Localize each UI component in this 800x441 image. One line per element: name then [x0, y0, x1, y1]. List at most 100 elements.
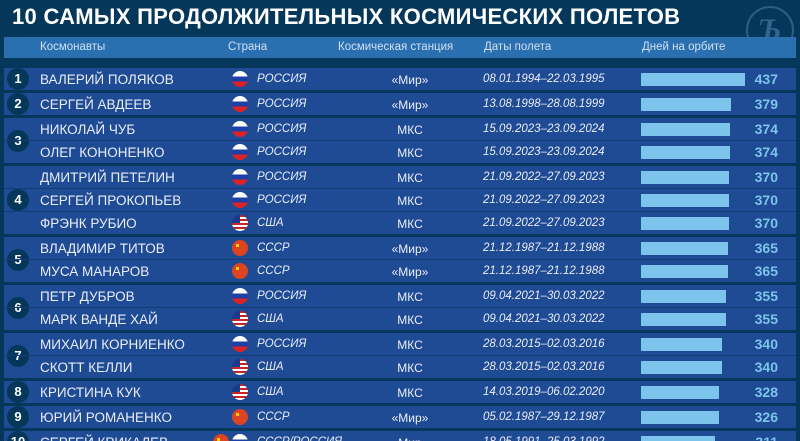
- flight-dates: 21.09.2022–27.09.2023: [483, 217, 605, 229]
- flight-dates: 28.03.2015–02.03.2016: [483, 338, 605, 350]
- country: РОССИЯ: [257, 194, 307, 206]
- flags: [232, 384, 248, 400]
- station: «Мир»: [391, 73, 429, 87]
- station: МКС: [397, 171, 423, 185]
- rank-group: 2 СЕРГЕЙ АВДЕЕВ РОССИЯ «Мир» 13.08.1998–2…: [4, 93, 796, 115]
- station: МКС: [397, 123, 423, 137]
- cosmonaut-name: ВЛАДИМИР ТИТОВ: [40, 241, 165, 256]
- days-bar: [641, 338, 722, 351]
- days-value: 355: [754, 288, 778, 304]
- table-row: ВАЛЕРИЙ ПОЛЯКОВ РОССИЯ «Мир» 08.01.1994–…: [4, 68, 796, 90]
- table-body: 1 ВАЛЕРИЙ ПОЛЯКОВ РОССИЯ «Мир» 08.01.1994…: [4, 68, 796, 441]
- flags: [232, 144, 248, 160]
- flags: [232, 192, 248, 208]
- station: МКС: [397, 146, 423, 160]
- table-row: ОЛЕГ КОНОНЕНКО РОССИЯ МКС 15.09.2023–23.…: [4, 141, 796, 163]
- cosmonaut-name: СЕРГЕЙ АВДЕЕВ: [40, 97, 152, 112]
- cosmonaut-name: СЕРГЕЙ КРИКАЛЕВ: [40, 435, 168, 441]
- rank-badge: 10: [7, 431, 29, 441]
- flag-usa-icon: [232, 384, 248, 400]
- rank-group: 7 МИХАИЛ КОРНИЕНКО РОССИЯ МКС 28.03.2015–…: [4, 333, 796, 378]
- cosmonaut-name: СЕРГЕЙ ПРОКОПЬЕВ: [40, 193, 182, 208]
- rank-badge: 8: [7, 381, 29, 403]
- cosmonaut-name: КРИСТИНА КУК: [40, 385, 141, 400]
- rank-badge: 4: [7, 189, 29, 211]
- flag-ussr-icon: [213, 434, 229, 441]
- flight-dates: 21.12.1987–21.12.1988: [483, 242, 605, 254]
- station: МКС: [397, 313, 423, 327]
- cosmonaut-name: МУСА МАНАРОВ: [40, 264, 150, 279]
- country: РОССИЯ: [257, 338, 307, 350]
- table-row: НИКОЛАЙ ЧУБ РОССИЯ МКС 15.09.2023–23.09.…: [4, 118, 796, 141]
- table-row: ЮРИЙ РОМАНЕНКО СССР «Мир» 05.02.1987–29.…: [4, 406, 796, 428]
- days-bar: [641, 436, 715, 441]
- station: «Мир»: [391, 411, 429, 425]
- days-bar: [641, 98, 732, 111]
- flag-usa-icon: [232, 359, 248, 375]
- header-station: Космическая станция: [338, 41, 454, 53]
- rank-group: 8 КРИСТИНА КУК США МКС 14.03.2019–06.02.2…: [4, 381, 796, 403]
- days-bar: [641, 146, 730, 159]
- days-value: 437: [754, 71, 778, 87]
- flags: [232, 96, 248, 112]
- cosmonaut-name: СКОТТ КЕЛЛИ: [40, 360, 133, 375]
- flags: [232, 121, 248, 137]
- flag-russia-icon: [232, 192, 248, 208]
- flags: [232, 215, 248, 231]
- rank-group: 5 ВЛАДИМИР ТИТОВ СССР «Мир» 21.12.1987–21…: [4, 237, 796, 282]
- rank-group: 9 ЮРИЙ РОМАНЕНКО СССР «Мир» 05.02.1987–29…: [4, 406, 796, 428]
- days-value: 355: [754, 311, 778, 327]
- cosmonaut-name: ВАЛЕРИЙ ПОЛЯКОВ: [40, 72, 174, 87]
- flight-dates: 21.09.2022–27.09.2023: [483, 194, 605, 206]
- days-value: 365: [754, 263, 778, 279]
- flag-russia-icon: [232, 121, 248, 137]
- cosmonaut-name: ОЛЕГ КОНОНЕНКО: [40, 145, 165, 160]
- days-bar: [641, 123, 730, 136]
- station: МКС: [397, 194, 423, 208]
- table-row: ФРЭНК РУБИО США МКС 21.09.2022–27.09.202…: [4, 212, 796, 234]
- flags: [232, 311, 248, 327]
- days-bar: [641, 194, 730, 207]
- flight-dates: 13.08.1998–28.08.1999: [483, 98, 605, 110]
- country: СССР: [257, 411, 290, 423]
- country: США: [257, 361, 284, 373]
- flags: [232, 263, 248, 279]
- table-row: МАРК ВАНДЕ ХАЙ США МКС 09.04.2021–30.03.…: [4, 308, 796, 330]
- station: «Мир»: [354, 436, 466, 441]
- flag-russia-icon: [232, 144, 248, 160]
- station: МКС: [397, 361, 423, 375]
- days-bar: [641, 265, 728, 278]
- days-value: 374: [754, 121, 778, 137]
- flags: [232, 336, 248, 352]
- country: РОССИЯ: [257, 290, 307, 302]
- rank-group: 3 НИКОЛАЙ ЧУБ РОССИЯ МКС 15.09.2023–23.09…: [4, 118, 796, 163]
- country: СССР: [257, 265, 290, 277]
- flight-dates: 21.12.1987–21.12.1988: [483, 265, 605, 277]
- table-row: КРИСТИНА КУК США МКС 14.03.2019–06.02.20…: [4, 381, 796, 403]
- days-bar: [641, 217, 730, 230]
- station: «Мир»: [391, 265, 429, 279]
- rank-group: 6 ПЕТР ДУБРОВ РОССИЯ МКС 09.04.2021–30.03…: [4, 285, 796, 330]
- rank-group: 4 ДМИТРИЙ ПЕТЕЛИН РОССИЯ МКС 21.09.2022–2…: [4, 166, 796, 234]
- days-bar: [641, 171, 730, 184]
- country: РОССИЯ: [257, 171, 307, 183]
- country: РОССИЯ: [257, 73, 307, 85]
- table-row: МУСА МАНАРОВ СССР «Мир» 21.12.1987–21.12…: [4, 260, 796, 282]
- days-value: 326: [754, 409, 778, 425]
- cosmonaut-name: МАРК ВАНДЕ ХАЙ: [40, 312, 158, 327]
- page-title: 10 САМЫХ ПРОДОЛЖИТЕЛЬНЫХ КОСМИЧЕСКИХ ПОЛ…: [12, 4, 681, 29]
- flag-ussr-icon: [232, 409, 248, 425]
- flight-dates: 15.09.2023–23.09.2024: [483, 123, 605, 135]
- table-row: ПЕТР ДУБРОВ РОССИЯ МКС 09.04.2021–30.03.…: [4, 285, 796, 308]
- days-bar: [641, 411, 719, 424]
- days-value: 328: [754, 384, 778, 400]
- country: СССР/РОССИЯ: [257, 436, 342, 441]
- days-value: 370: [754, 169, 778, 185]
- table-row: СКОТТ КЕЛЛИ США МКС 28.03.2015–02.03.201…: [4, 356, 796, 378]
- flag-russia-icon: [232, 288, 248, 304]
- days-bar: [641, 313, 726, 326]
- days-bar: [641, 290, 726, 303]
- flight-dates: 21.09.2022–27.09.2023: [483, 171, 605, 183]
- cosmonaut-name: ФРЭНК РУБИО: [40, 216, 137, 231]
- country: РОССИЯ: [257, 146, 307, 158]
